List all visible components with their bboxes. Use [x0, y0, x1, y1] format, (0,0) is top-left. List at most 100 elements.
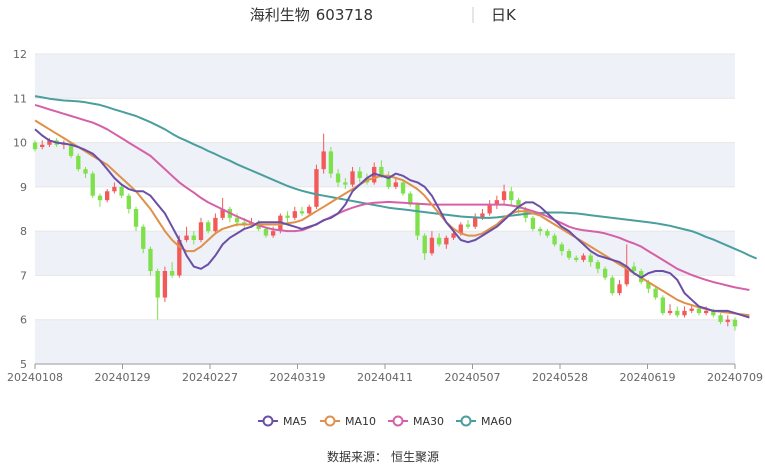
- candle: [335, 169, 341, 187]
- legend-item-ma10[interactable]: MA10: [320, 415, 376, 428]
- y-tick-label: 8: [20, 225, 27, 238]
- ma10-legend-marker: [324, 415, 336, 427]
- legend-item-ma60[interactable]: MA60: [456, 415, 512, 428]
- candle: [112, 182, 117, 194]
- candle-body: [148, 248, 153, 271]
- candle: [667, 304, 673, 316]
- candle-body: [220, 209, 225, 218]
- candle-body: [299, 211, 305, 214]
- candle-body: [696, 308, 702, 314]
- candle: [602, 266, 608, 280]
- candle-body: [617, 284, 622, 294]
- candle-body: [408, 193, 413, 205]
- candle-body: [581, 255, 586, 260]
- ma60-line: [34, 95, 757, 260]
- candle-body: [162, 271, 168, 298]
- x-tick-label: 20240507: [445, 371, 501, 384]
- candle-body: [292, 211, 297, 218]
- candle: [537, 226, 543, 236]
- candle: [494, 195, 500, 209]
- ma10-legend-label: MA10: [345, 415, 376, 428]
- candle-body: [191, 235, 196, 240]
- candle-body: [133, 209, 139, 227]
- candle-body: [487, 204, 492, 214]
- candle-body: [624, 266, 629, 285]
- candle: [566, 248, 572, 260]
- candle: [718, 313, 723, 325]
- candle-body: [473, 217, 478, 227]
- candle-body: [516, 200, 521, 209]
- candle-body: [711, 310, 716, 316]
- candle-body: [105, 191, 110, 201]
- candle: [184, 226, 189, 243]
- candlesticks: [32, 133, 738, 331]
- candle-body: [660, 297, 665, 314]
- candle: [126, 193, 131, 214]
- candle: [314, 164, 319, 209]
- candle-body: [429, 237, 435, 254]
- candle-body: [458, 224, 463, 234]
- candle: [487, 200, 492, 216]
- data-source: 数据来源： 恒生聚源: [327, 449, 439, 464]
- y-tick-label: 12: [13, 48, 27, 61]
- candle: [177, 235, 182, 278]
- y-tick-label: 9: [20, 181, 27, 194]
- legend-item-ma30[interactable]: MA30: [388, 415, 444, 428]
- candle-body: [653, 288, 658, 298]
- y-tick-label: 11: [13, 92, 27, 105]
- candle: [545, 228, 550, 238]
- candle-body: [725, 319, 730, 322]
- candle-body: [415, 204, 420, 236]
- legend: MA5 MA10 MA30 MA60: [258, 415, 512, 428]
- ma5-legend-marker: [262, 415, 274, 427]
- candle-body: [559, 244, 564, 252]
- candle-body: [119, 186, 124, 196]
- x-tick-label: 20240619: [620, 371, 676, 384]
- candle: [660, 295, 665, 316]
- candle-body: [379, 166, 384, 176]
- candle: [321, 133, 326, 174]
- candle: [285, 211, 290, 223]
- candle: [473, 213, 478, 229]
- candle-body: [169, 271, 175, 276]
- candle-body: [631, 266, 637, 271]
- candle-body: [393, 182, 398, 187]
- ma30-line: [34, 103, 750, 291]
- candle-body: [574, 257, 579, 260]
- candle-body: [400, 182, 406, 194]
- candle-body: [689, 308, 694, 311]
- candle: [725, 315, 730, 327]
- candle-body: [83, 169, 88, 174]
- candle-body: [32, 142, 38, 150]
- y-axis: 5 6 7 8 9 10 11 12: [13, 48, 27, 371]
- candle-body: [270, 231, 276, 236]
- ma30-legend-label: MA30: [413, 415, 444, 428]
- candle: [169, 262, 175, 278]
- x-tick-label: 20240709: [707, 371, 763, 384]
- candle-body: [350, 171, 355, 185]
- candle: [83, 166, 88, 178]
- grid-band: [35, 54, 735, 99]
- candle-body: [357, 171, 362, 178]
- candle: [429, 231, 435, 256]
- candle: [148, 246, 153, 276]
- candle-body: [68, 143, 74, 156]
- candle: [530, 215, 536, 232]
- ma60-legend-marker: [460, 415, 472, 427]
- candle-body: [234, 217, 240, 223]
- candle-body: [328, 151, 334, 174]
- candle: [206, 220, 211, 234]
- candle: [675, 306, 680, 318]
- candle-body: [335, 173, 341, 183]
- candle-body: [465, 224, 471, 227]
- candle: [422, 233, 427, 260]
- legend-item-ma5[interactable]: MA5: [258, 415, 307, 428]
- ma30-legend-marker: [392, 415, 404, 427]
- ma5-legend-label: MA5: [283, 415, 307, 428]
- moving-average-lines: [34, 95, 757, 319]
- candle: [386, 171, 391, 190]
- candle-body: [40, 144, 45, 147]
- candle: [155, 268, 160, 320]
- candle-body: [610, 277, 615, 294]
- candle: [444, 235, 449, 249]
